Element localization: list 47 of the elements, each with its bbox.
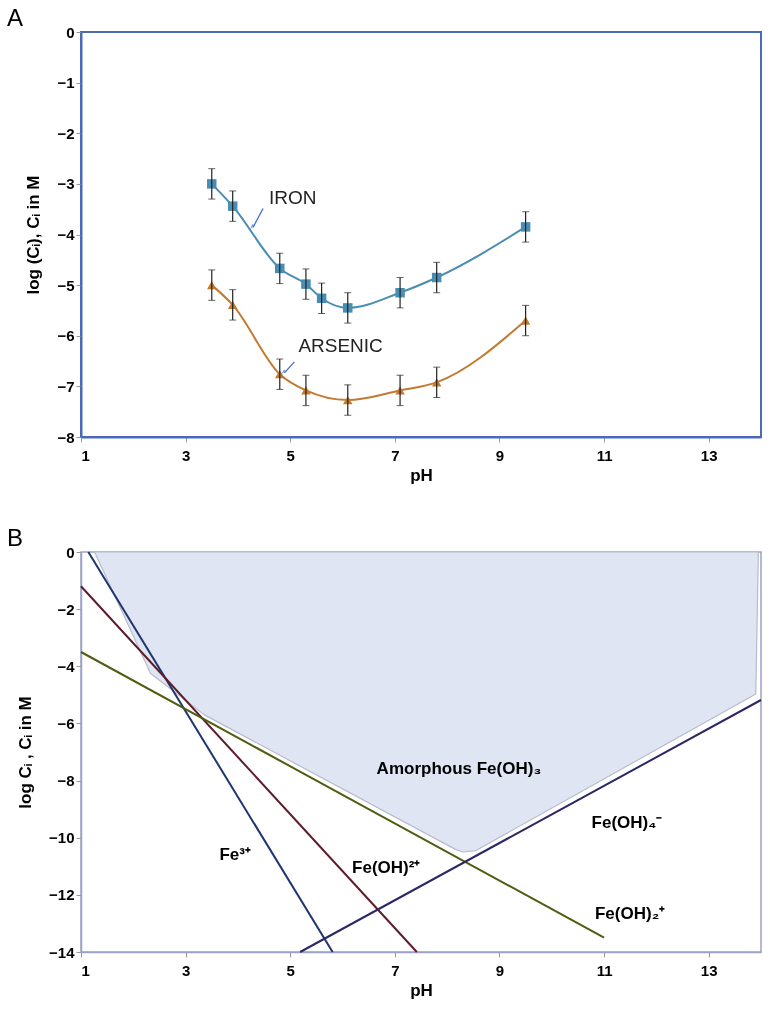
x-tick-label: 1 [81,961,90,979]
y-tick-label: −14 [49,943,76,961]
y-tick-label: −3 [57,175,75,193]
x-tick-label: 13 [700,961,718,979]
y-tick-label: −12 [49,886,75,904]
y-tick-label: −7 [57,377,75,395]
y-tick-label: −2 [57,600,75,618]
x-tick-label: 3 [181,446,191,464]
x-tick-label: 13 [700,446,718,464]
y-axis-title: log Cᵢ , Cᵢ in M [16,696,36,809]
series-label: Fe(OH)²⁺ [352,858,421,878]
y-tick-label: −6 [57,714,75,732]
point [343,303,353,313]
series-label: IRON [269,187,317,209]
y-tick-label: −8 [57,428,75,446]
x-tick-label: 11 [596,446,613,464]
y-tick-label: −4 [57,657,76,675]
point [207,179,217,189]
y-tick-label: −8 [57,772,75,790]
y-tick-label: −4 [57,226,76,243]
y-tick-label: −2 [57,124,75,142]
x-tick-label: 3 [181,961,191,979]
series-label: ARSENIC [298,334,383,356]
y-tick-label: −6 [57,327,75,345]
x-tick-label: 11 [596,961,613,979]
chart-title: A [7,4,24,31]
x-tick-label: 9 [495,961,505,979]
series-label: Fe(OH)₄⁻ [591,813,663,833]
series-label: Fe(OH)₂⁺ [594,903,666,923]
series-label: Fe³⁺ [219,844,251,864]
y-tick-label: 0 [66,23,75,41]
x-axis-title: pH [410,465,433,485]
y-tick-label: −5 [57,276,75,294]
y-tick-label: −1 [57,74,75,92]
x-tick-label: 5 [286,961,295,979]
point [275,263,285,274]
x-tick-label: 7 [391,961,400,979]
y-tick-label: −10 [49,829,75,847]
y-tick-label: 0 [66,543,75,561]
x-tick-label: 1 [81,446,90,464]
x-tick-label: 7 [391,446,400,464]
x-tick-label: 9 [495,446,505,464]
x-tick-label: 5 [286,446,295,464]
x-axis-title: pH [410,980,433,1000]
chart-title: B [7,524,24,551]
series-label: Amorphous Fe(OH)₃ [376,758,542,778]
y-axis-title: log (Cᵢ), Cᵢ in M [24,175,44,295]
